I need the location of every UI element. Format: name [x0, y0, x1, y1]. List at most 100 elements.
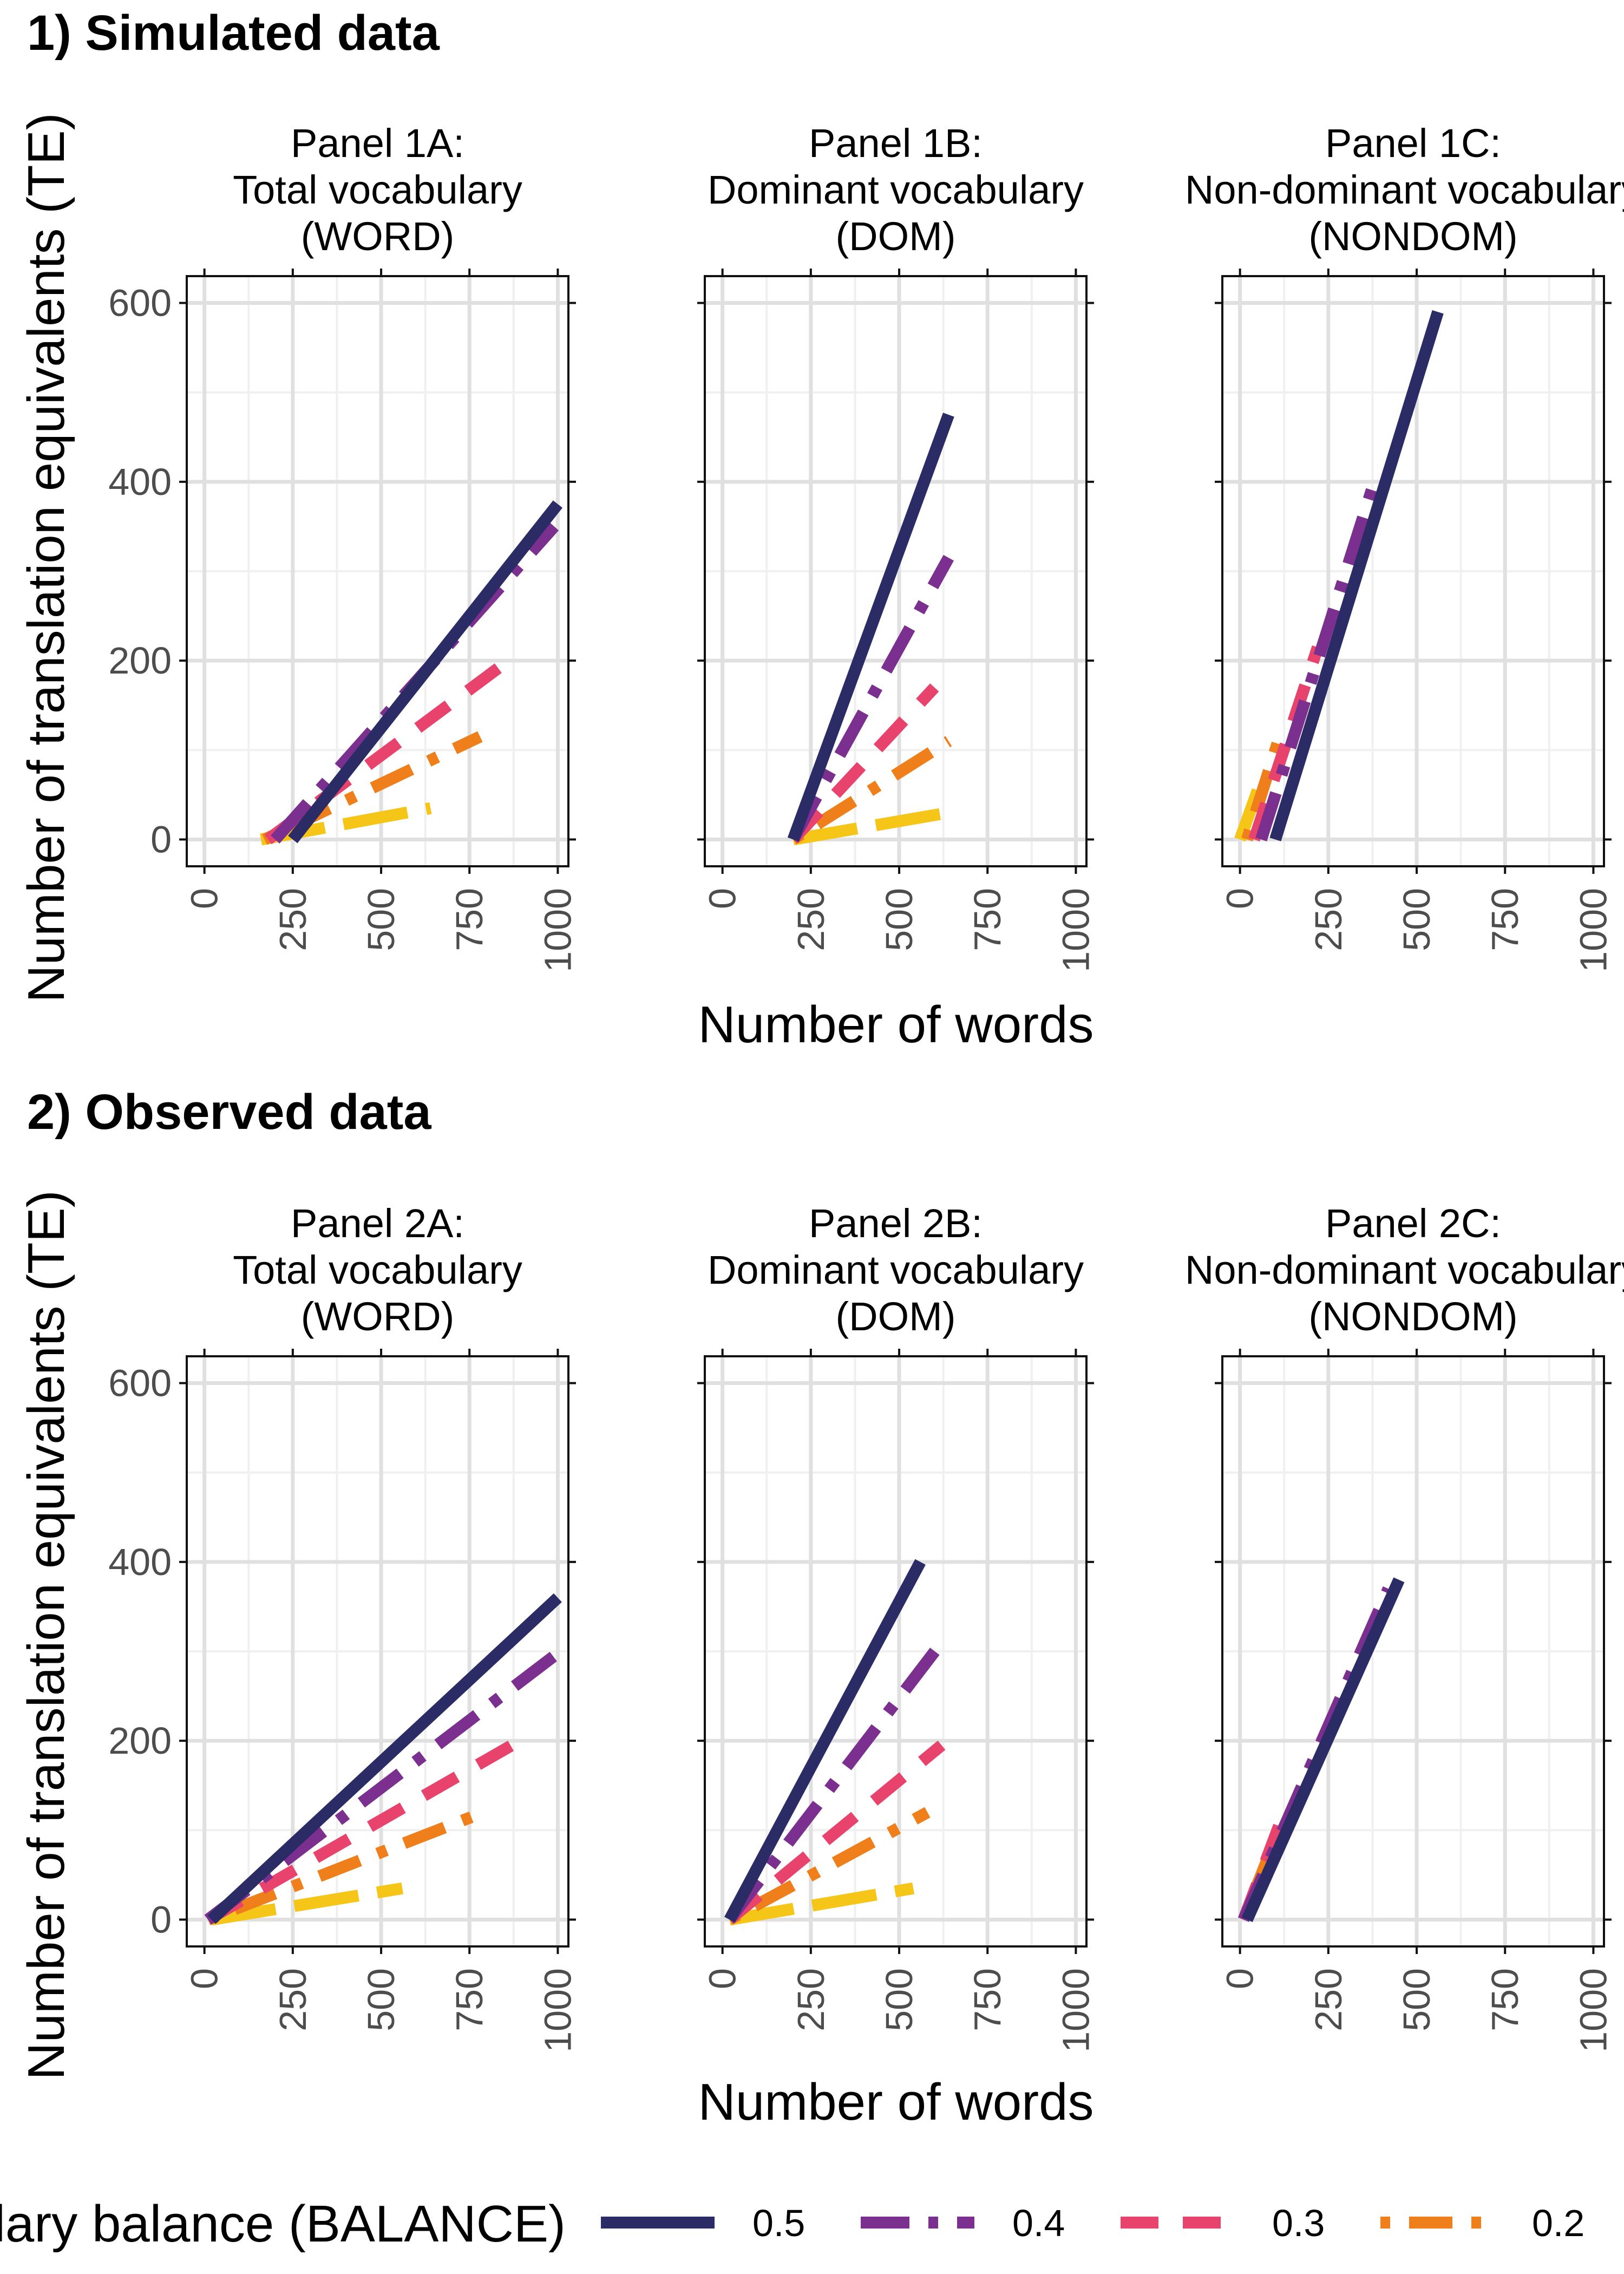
legend-label: 0.3 [1272, 2202, 1325, 2244]
panel-title-line: Dominant vocabulary [708, 167, 1084, 212]
panel-title-line: Panel 2A: [291, 1201, 464, 1246]
panel-title-line: Total vocabulary [233, 1247, 522, 1292]
x-tick-label: 1000 [1055, 888, 1097, 972]
series-line-0-5 [724, 1559, 926, 1923]
x-tick-label: 1000 [1572, 888, 1614, 972]
series-line-0-1 [210, 1882, 403, 1926]
x-tick-label: 500 [1396, 888, 1438, 951]
panel-border [1221, 275, 1605, 867]
x-axis-title-observed: Number of words [698, 2073, 1094, 2131]
panel-title-5: Panel 2C:Non-dominant vocabulary(NONDOM) [1185, 1201, 1624, 1339]
x-tick-label: 1000 [536, 1968, 579, 2053]
panel-title-line: Panel 1B: [809, 121, 983, 166]
x-tick-label: 0 [1219, 1968, 1261, 1989]
series-line-0-2 [1241, 726, 1288, 841]
x-tick-label: 0 [1219, 888, 1261, 909]
panel-border [704, 275, 1088, 867]
panels: Panel 1A:Total vocabulary(WORD) 0 250 500 75… [108, 121, 1624, 2053]
series-line-0-5 [288, 500, 563, 844]
y-tick-label: 200 [108, 639, 172, 682]
x-tick-label: 1000 [1572, 1968, 1614, 2053]
legend-title: Vocabulary balance (BALANCE) [0, 2195, 566, 2253]
series-line-0-3 [789, 683, 939, 844]
section-title-observed: 2) Observed data [27, 1084, 431, 1140]
x-tick-label: 500 [360, 1968, 402, 2031]
panel-title-line: Panel 2C: [1325, 1201, 1501, 1246]
x-tick-label: 500 [360, 888, 402, 951]
x-tick-label: 250 [1307, 888, 1350, 951]
panel-0: Panel 1A:Total vocabulary(WORD) 0 250 500 75… [108, 121, 579, 972]
panel-title-2: Panel 1C:Non-dominant vocabulary(NONDOM) [1185, 121, 1624, 259]
panel-1: Panel 1B:Dominant vocabulary(DOM) 0 250 500… [697, 121, 1097, 972]
series-line-0-4 [724, 1638, 947, 1924]
series-line-0-3 [264, 656, 512, 845]
x-tick-label: 750 [966, 888, 1009, 951]
panel-title-line: Total vocabulary [233, 167, 522, 212]
panel-title-4: Panel 2B:Dominant vocabulary(DOM) [708, 1201, 1084, 1339]
series-line-0-3 [1248, 645, 1324, 841]
y-tick-label: 200 [108, 1720, 172, 1762]
x-tick-label: 250 [1307, 1968, 1350, 2031]
panel-border [1221, 1355, 1605, 1948]
panel-title-line: Dominant vocabulary [708, 1247, 1084, 1292]
x-axis-title-simulated: Number of words [698, 996, 1094, 1054]
panel-3: Panel 2A:Total vocabulary(WORD) 0 250 500 75… [108, 1201, 579, 2053]
y-tick-label: 0 [150, 1898, 172, 1940]
series-line-0-5 [1241, 1577, 1405, 1922]
panel-title-line: (WORD) [301, 1294, 455, 1339]
y-axis-title-observed: Number of translation equivalents (TE) [17, 1190, 75, 2080]
x-tick-label: 500 [1396, 1968, 1438, 2031]
y-tick-label: 400 [108, 1541, 172, 1583]
panel-border [186, 1355, 569, 1948]
x-tick-label: 750 [1484, 1968, 1526, 2031]
x-tick-label: 0 [702, 888, 744, 909]
x-tick-label: 750 [448, 1968, 490, 2031]
x-tick-label: 250 [790, 888, 832, 951]
x-tick-label: 1000 [1055, 1968, 1097, 2053]
y-axis-title-simulated: Number of translation equivalents (TE) [17, 113, 75, 1002]
series-line-0-2 [726, 1807, 931, 1925]
panel-title-line: Non-dominant vocabulary [1185, 167, 1624, 212]
x-tick-label: 250 [272, 888, 314, 951]
x-tick-label: 750 [1484, 888, 1526, 951]
series-line-0-1 [260, 802, 432, 846]
series-line-0-2 [206, 1807, 486, 1925]
x-tick-label: 0 [184, 888, 226, 909]
panel-title-line: Non-dominant vocabulary [1185, 1247, 1624, 1292]
panel-border [704, 1355, 1088, 1948]
panel-title-3: Panel 2A:Total vocabulary(WORD) [233, 1201, 522, 1339]
panel-4: Panel 2B:Dominant vocabulary(DOM) 0 250 500… [697, 1201, 1097, 2053]
legend: Vocabulary balance (BALANCE) 0.5 0.4 0.3 0.… [0, 2195, 1584, 2253]
panel-title-line: (WORD) [301, 214, 455, 259]
series-line-0-3 [205, 1740, 515, 1925]
panel-title-line: (DOM) [836, 214, 956, 259]
series-line-0-3 [725, 1740, 946, 1924]
x-tick-label: 0 [184, 1968, 226, 1989]
panel-title-0: Panel 1A:Total vocabulary(WORD) [233, 121, 522, 259]
legend-label: 0.5 [752, 2202, 805, 2244]
series-line-0-1 [728, 1882, 914, 1926]
series-line-0-1 [792, 807, 950, 846]
x-tick-label: 750 [966, 1968, 1009, 2031]
panel-title-line: Panel 2B: [809, 1201, 983, 1246]
panel-5: Panel 2C:Non-dominant vocabulary(NONDOM)… [1185, 1201, 1624, 2053]
x-tick-label: 1000 [536, 888, 579, 972]
panel-title-line: Panel 1C: [1325, 121, 1501, 166]
y-tick-label: 400 [108, 461, 172, 503]
x-tick-label: 250 [790, 1968, 832, 2031]
x-tick-label: 500 [878, 888, 920, 951]
x-tick-label: 500 [878, 1968, 920, 2031]
section-title-simulated: 1) Simulated data [27, 5, 440, 61]
x-tick-label: 0 [702, 1968, 744, 1989]
legend-label: 0.4 [1012, 2202, 1065, 2244]
legend-label: 0.2 [1532, 2202, 1584, 2244]
y-tick-label: 600 [108, 1362, 172, 1404]
series-line-0-4 [788, 554, 954, 842]
series-line-0-4 [1255, 480, 1380, 841]
series-line-0-5 [1269, 310, 1444, 841]
panel-title-line: (NONDOM) [1308, 214, 1517, 259]
x-tick-label: 250 [272, 1968, 314, 2031]
series-line-0-5 [207, 1593, 562, 1924]
panel-title-1: Panel 1B:Dominant vocabulary(DOM) [708, 121, 1084, 259]
